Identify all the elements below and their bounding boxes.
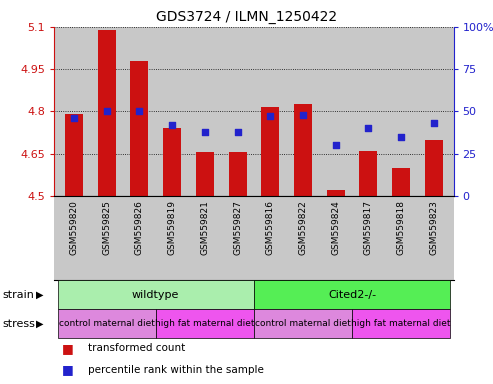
Bar <box>425 139 443 196</box>
Text: GSM559817: GSM559817 <box>364 200 373 255</box>
Text: GSM559822: GSM559822 <box>298 200 308 255</box>
Bar <box>65 114 83 196</box>
Bar <box>327 190 345 196</box>
Point <box>332 142 340 148</box>
Point <box>103 108 110 114</box>
Bar <box>196 152 214 196</box>
Point <box>364 125 372 131</box>
Point <box>299 112 307 118</box>
Bar <box>359 151 378 196</box>
Text: GSM559816: GSM559816 <box>266 200 275 255</box>
Text: stress: stress <box>2 318 35 329</box>
Text: GSM559825: GSM559825 <box>102 200 111 255</box>
Bar <box>163 128 181 196</box>
Text: strain: strain <box>2 290 35 300</box>
Point <box>168 122 176 128</box>
Text: GDS3724 / ILMN_1250422: GDS3724 / ILMN_1250422 <box>156 10 337 23</box>
Text: control maternal diet: control maternal diet <box>59 319 154 328</box>
Bar <box>261 107 279 196</box>
Text: GSM559824: GSM559824 <box>331 200 340 255</box>
Text: ■: ■ <box>62 342 74 355</box>
Text: transformed count: transformed count <box>88 343 185 354</box>
Text: ▶: ▶ <box>35 290 43 300</box>
Text: GSM559823: GSM559823 <box>429 200 438 255</box>
Bar <box>98 30 115 196</box>
Text: control maternal diet: control maternal diet <box>255 319 351 328</box>
Bar <box>156 309 254 338</box>
Text: GSM559821: GSM559821 <box>200 200 210 255</box>
Text: high fat maternal diet: high fat maternal diet <box>352 319 451 328</box>
Text: Cited2-/-: Cited2-/- <box>328 290 376 300</box>
Text: GSM559819: GSM559819 <box>168 200 176 255</box>
Bar <box>392 168 410 196</box>
Text: GSM559827: GSM559827 <box>233 200 242 255</box>
Text: ■: ■ <box>62 363 74 376</box>
Text: GSM559820: GSM559820 <box>70 200 78 255</box>
Point <box>201 129 209 135</box>
Text: high fat maternal diet: high fat maternal diet <box>155 319 254 328</box>
Point <box>234 129 242 135</box>
Bar <box>294 104 312 196</box>
Bar <box>229 152 246 196</box>
Text: wildtype: wildtype <box>132 290 179 300</box>
Text: ▶: ▶ <box>35 318 43 329</box>
Bar <box>352 309 450 338</box>
Point <box>397 134 405 140</box>
Point <box>430 120 438 126</box>
Text: GSM559818: GSM559818 <box>397 200 406 255</box>
Point <box>266 113 274 119</box>
Bar <box>130 61 148 196</box>
Point <box>136 108 143 114</box>
Text: GSM559826: GSM559826 <box>135 200 144 255</box>
Bar <box>254 280 450 309</box>
Bar <box>58 280 254 309</box>
Point <box>70 115 78 121</box>
Bar <box>58 309 156 338</box>
Text: percentile rank within the sample: percentile rank within the sample <box>88 364 264 375</box>
Bar <box>254 309 352 338</box>
